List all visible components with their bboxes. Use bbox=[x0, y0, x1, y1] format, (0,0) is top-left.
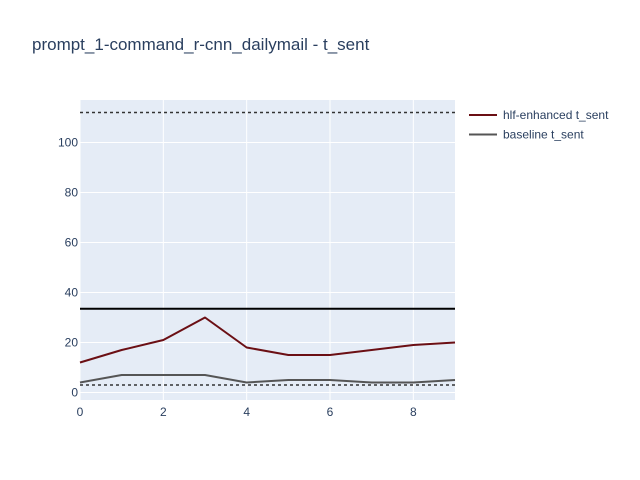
reference-lines bbox=[80, 111, 455, 386]
series-line bbox=[79, 374, 456, 384]
x-tick-label: 2 bbox=[160, 405, 167, 419]
legend-label: hlf-enhanced t_sent bbox=[503, 108, 609, 122]
x-tick-label: 6 bbox=[327, 405, 334, 419]
x-tick-label: 0 bbox=[77, 405, 84, 419]
series-lines bbox=[79, 316, 456, 384]
y-tick-label: 60 bbox=[65, 236, 79, 250]
y-tick-label: 80 bbox=[65, 186, 79, 200]
series-line bbox=[79, 316, 456, 364]
y-axis-ticks: 0 20 40 60 80 100 bbox=[58, 136, 78, 400]
x-axis-ticks: 0 2 4 6 8 bbox=[77, 405, 417, 419]
y-tick-label: 0 bbox=[71, 386, 78, 400]
x-tick-label: 8 bbox=[410, 405, 417, 419]
grid-lines bbox=[79, 100, 455, 400]
legend-label: baseline t_sent bbox=[503, 128, 584, 142]
chart-title: prompt_1-command_r-cnn_dailymail - t_sen… bbox=[32, 35, 370, 54]
plot-area bbox=[80, 100, 455, 400]
x-tick-label: 4 bbox=[243, 405, 250, 419]
y-tick-label: 40 bbox=[65, 286, 79, 300]
legend: hlf-enhanced t_sent baseline t_sent bbox=[469, 108, 609, 142]
y-tick-label: 100 bbox=[58, 136, 78, 150]
y-tick-label: 20 bbox=[65, 336, 79, 350]
